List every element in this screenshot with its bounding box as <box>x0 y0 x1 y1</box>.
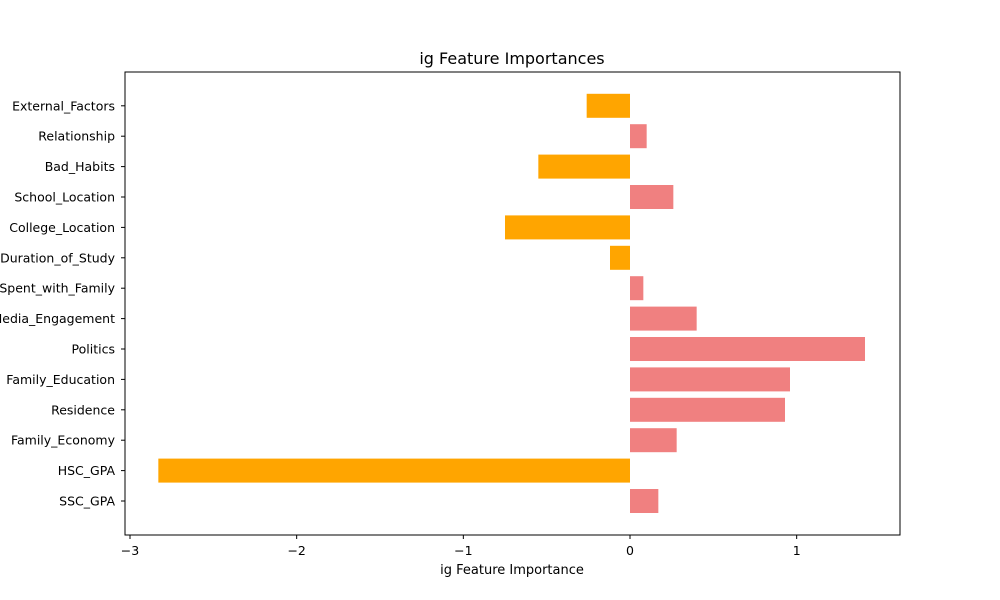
y-tick-label-bad-habits: Bad_Habits <box>45 159 115 174</box>
bar-relationship <box>630 124 647 149</box>
x-tick-label: −3 <box>121 543 139 558</box>
plot-frame <box>124 71 901 536</box>
x-axis-label: ig Feature Importance <box>440 563 584 578</box>
chart-title: ig Feature Importances <box>419 49 604 68</box>
x-tick-label: 1 <box>793 543 801 558</box>
y-tick-label-school-location: School_Location <box>14 190 115 205</box>
y-tick-label-family-economy: Family_Economy <box>11 433 116 448</box>
x-tick-label: 0 <box>626 543 634 558</box>
y-tick-label-hsc-gpa: HSC_GPA <box>58 463 116 478</box>
bar-school-location <box>630 185 674 209</box>
bar-ssc-gpa <box>630 489 659 513</box>
bar-bad-habits <box>538 154 630 179</box>
bar-residence <box>630 397 785 422</box>
bar-average-time-spent-with-family <box>630 276 644 301</box>
x-tick-label: −1 <box>454 543 472 558</box>
x-tick-label: −2 <box>287 543 305 558</box>
y-tick-label-college-location: College_Location <box>9 220 115 235</box>
bar-hsc-gpa <box>158 458 631 483</box>
y-tick-label-ssc-gpa: SSC_GPA <box>59 494 115 509</box>
bar-family-economy <box>630 428 677 453</box>
bar-social-media-engagement <box>630 306 697 331</box>
y-tick-label-residence: Residence <box>51 402 115 417</box>
bars-group <box>158 93 865 513</box>
bar-family-education <box>630 367 790 392</box>
bar-politics <box>630 337 865 361</box>
bar-college-location <box>505 215 630 240</box>
y-tick-label-family-education: Family_Education <box>6 372 115 387</box>
bar-duration-of-study <box>610 245 630 270</box>
y-tick-label-average-time-spent-with-family: Average_Time_Spent_with_Family <box>0 281 116 296</box>
y-axis-ticks: SSC_GPA HSC_GPA Family_Economy Residence Fam… <box>0 98 125 509</box>
y-tick-label-relationship: Relationship <box>38 129 115 144</box>
y-tick-label-external-factors: External_Factors <box>12 98 115 113</box>
bar-external-factors <box>586 93 630 118</box>
y-tick-label-social-media-engagement: Social_Media_Engagement <box>0 311 115 326</box>
y-tick-label-duration-of-study: Duration_of_Study <box>0 250 116 265</box>
y-tick-label-politics: Politics <box>72 342 115 357</box>
x-axis-ticks: −3 −2 −1 0 1 <box>121 535 801 558</box>
